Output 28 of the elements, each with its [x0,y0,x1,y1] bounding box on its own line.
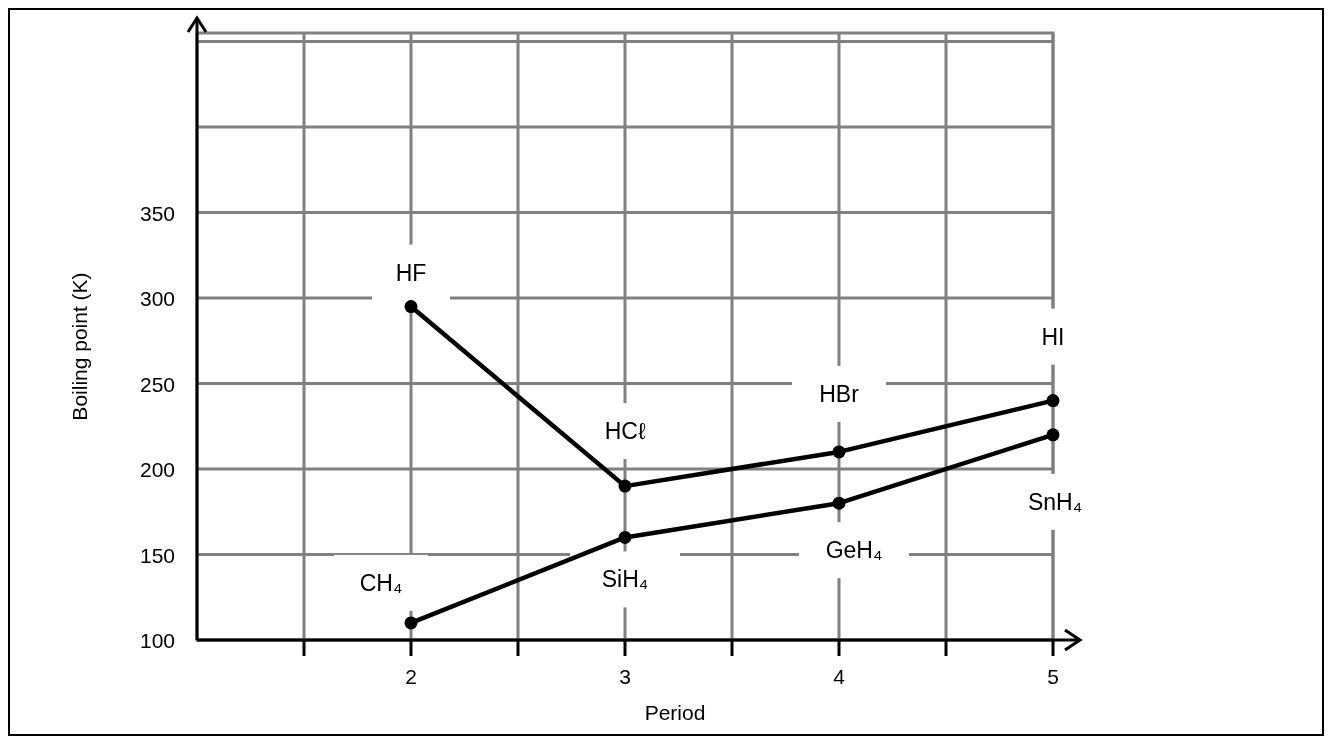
y-tick-label: 150 [139,543,175,567]
point [832,445,846,459]
x-tick-label: 5 [1047,665,1059,688]
x-tick-label: 2 [405,665,417,688]
annotation: HI [1041,323,1065,350]
y-tick-label: 100 [139,629,175,652]
annotation: GeH₄ [825,537,883,564]
y-tick-label: 300 [139,287,175,311]
annotation: CH₄ [359,569,403,596]
y-tick-label: 200 [139,458,175,482]
point [618,530,632,544]
y-axis-title: Boiling point (K) [68,272,91,421]
y-tick-label: 350 [139,201,175,225]
annotation: HF [395,259,427,286]
point [1046,394,1060,408]
point [404,616,418,630]
x-tick-label: 3 [619,665,631,688]
annotation: HBr [819,380,860,407]
annotation: SiH₄ [601,566,649,593]
point [832,496,846,510]
x-axis-title: Period [644,701,706,724]
x-tick-label: 4 [833,665,846,688]
point [1046,428,1060,442]
point [618,479,632,493]
point [404,300,418,314]
y-tick-label: 250 [139,372,175,396]
annotation: SnH₄ [1027,488,1083,515]
annotation: HCℓ [604,418,646,445]
